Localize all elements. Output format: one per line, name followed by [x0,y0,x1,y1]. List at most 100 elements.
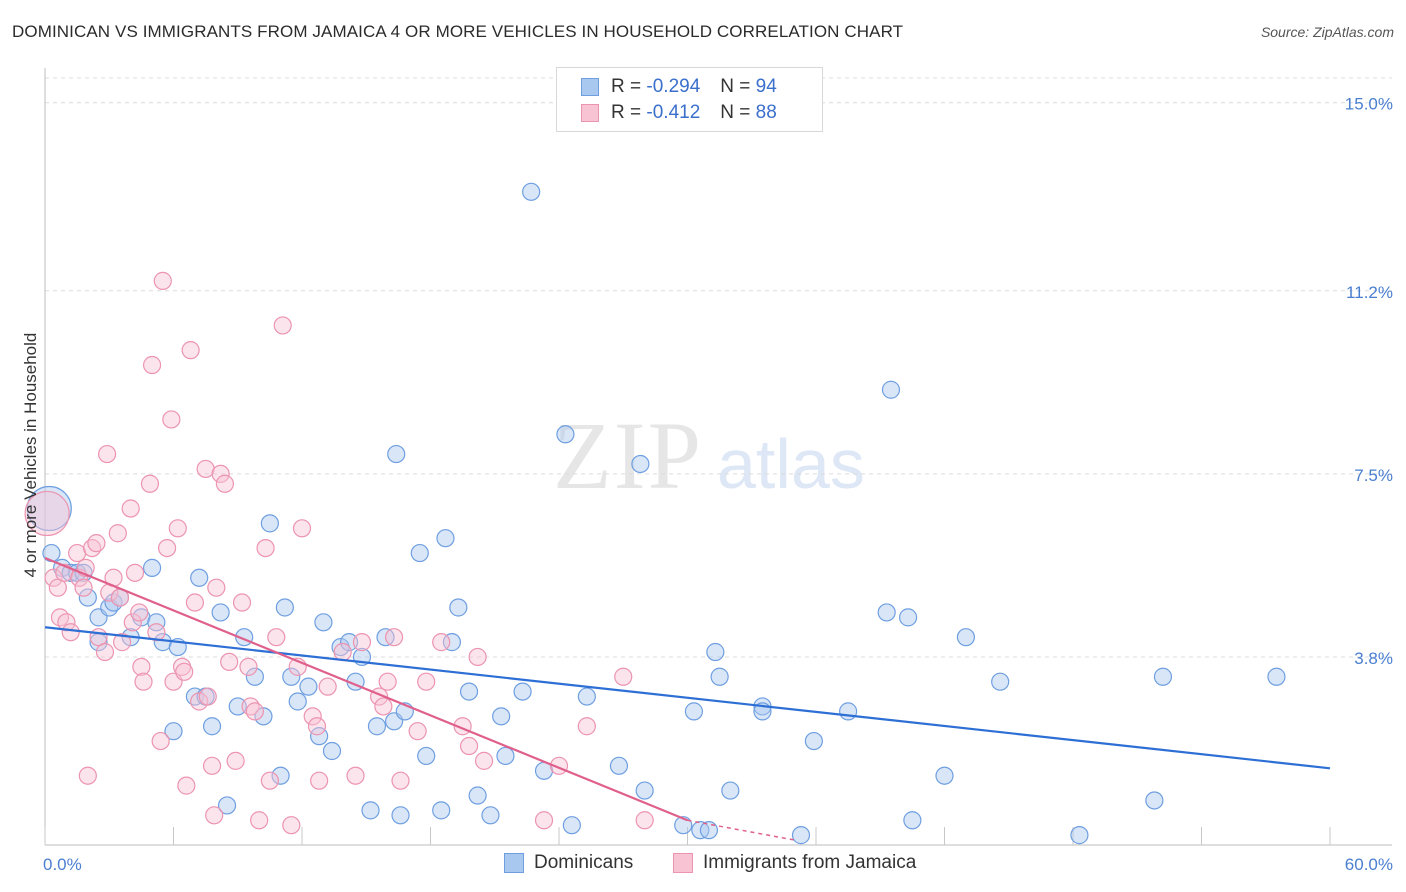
data-point [303,707,322,726]
legend-r-label: R = [611,102,642,123]
data-point [609,756,629,775]
stats-legend: R = -0.294 N = 94 R = -0.412 N = 88 [556,67,823,132]
legend-r-value: -0.294 [646,76,701,97]
data-point [556,425,575,444]
data-point [1070,826,1089,845]
bottom-legend: Dominicans Immigrants from Jamaica [0,852,1406,876]
data-point [147,623,166,642]
data-point [1267,667,1286,686]
x-tick-label: 60.0% [1345,855,1393,874]
bottom-legend-swatch-jamaica [673,853,693,873]
data-point [340,633,359,652]
data-point [635,781,654,800]
data-point [162,410,181,429]
data-point [130,603,149,622]
data-point [217,796,237,815]
data-point [198,687,217,706]
data-point [215,474,234,493]
data-point [346,766,365,785]
source-label: Source: ZipAtlas.com [1260,24,1394,40]
y-tick-label: 11.2% [1346,283,1393,302]
data-point [123,613,142,632]
data-point [635,811,654,830]
data-point [1153,667,1173,686]
data-point [245,702,264,721]
y-tick-label: 3.8% [1354,649,1393,668]
data-point [631,454,650,474]
data-point [207,578,226,597]
bottom-legend-label-jamaica: Immigrants from Jamaica [703,852,917,873]
data-point [436,529,455,548]
legend-n-label: N = [720,76,751,97]
data-point [408,722,427,741]
legend-row-dominicans: R = -0.294 N = 94 [581,76,777,98]
data-point [322,741,342,761]
data-point [417,672,436,691]
data-point [614,667,633,686]
data-point [142,558,162,577]
data-point [151,731,170,751]
data-point [121,499,140,518]
legend-swatch-jamaica [581,104,599,122]
data-point [260,771,279,790]
data-point [307,717,327,736]
data-point [273,316,292,335]
data-point [108,524,127,543]
data-point [459,736,479,756]
data-point [367,717,387,736]
y-tick-label: 15.0% [1345,95,1393,114]
data-point [181,341,200,360]
watermark-atlas: atlas [717,425,865,503]
data-point [391,771,410,790]
data-point [292,519,312,538]
data-point [211,603,230,622]
data-point [432,633,451,652]
data-point [275,598,294,617]
bottom-legend-label-dominicans: Dominicans [534,852,634,873]
data-point [164,722,183,741]
data-point [352,633,372,652]
data-point [78,588,97,607]
data-point [881,380,901,399]
data-point [699,821,719,840]
data-point [134,672,153,691]
data-point [534,811,554,830]
axes [44,68,1392,846]
chart-title: DOMINICAN VS IMMIGRANTS FROM JAMAICA 4 O… [12,22,904,41]
trend-line-extension [687,819,795,841]
data-point [205,806,224,825]
data-point [74,578,93,597]
series-dominicans [26,182,1286,845]
data-point [282,667,301,686]
data-point [804,731,823,751]
data-point [577,717,596,736]
legend-swatch-dominicans [581,78,599,96]
data-point [721,781,740,800]
data-point [468,786,487,805]
data-point [468,647,487,667]
data-point [211,464,230,483]
data-point [220,652,239,672]
data-point [57,613,76,632]
watermark-zip: ZIP [553,402,703,509]
data-point [474,751,494,770]
data-point [256,538,275,558]
data-point [142,355,162,375]
data-point [190,568,209,587]
data-point [202,756,222,775]
data-point [1145,791,1164,810]
data-point [254,707,273,726]
data-point [239,657,258,676]
data-point [177,776,196,795]
data-point [410,543,429,563]
data-point [577,687,596,706]
data-point [271,766,290,785]
data-point [61,623,80,642]
legend-r-value: -0.412 [646,102,701,123]
data-point [378,672,397,691]
y-axis-label: 4 or more Vehicles in Household [21,333,40,578]
data-point [496,746,515,766]
trend-layer [44,556,1331,841]
bottom-legend-swatch-dominicans [504,853,524,873]
